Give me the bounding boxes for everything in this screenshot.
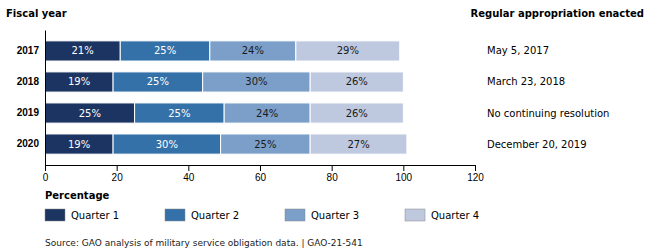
legend-label: Quarter 2 [191, 210, 239, 221]
chart: 21% 19% 25% 19% 25% 25% 25% 30% 24% 30% 24% 25% 29% 2… [0, 0, 650, 252]
legend-swatch [45, 209, 65, 221]
y-axis-line [45, 31, 46, 166]
bar [224, 103, 310, 123]
legend-swatch [285, 209, 305, 221]
data-label: 21% [72, 45, 94, 56]
y-tick: 2019 [17, 107, 45, 118]
bar [45, 103, 135, 123]
data-label: 25% [254, 139, 276, 150]
data-label: 25% [154, 45, 176, 56]
bar [203, 72, 311, 92]
x-axis: 0 20 40 60 80 100 120 [43, 165, 485, 183]
y-tick-label: 2018 [17, 76, 40, 87]
y-tick: 2020 [17, 138, 45, 149]
annotation: March 23, 2018 [487, 76, 565, 87]
bar [310, 134, 407, 154]
bar [45, 72, 113, 92]
y-tick: 2018 [17, 76, 45, 87]
data-label: 25% [79, 108, 101, 119]
bar [210, 41, 296, 61]
x-tick-label: 80 [327, 172, 339, 183]
x-tick-label: 60 [255, 172, 267, 183]
x-tick: 20 [112, 165, 124, 183]
y-axis: 2017 2018 2019 2020 [17, 31, 46, 166]
x-tick-mark [45, 165, 46, 171]
data-labels: 21% 19% 25% 19% 25% 25% 25% 30% 24% 30% 24% 25% 29% 2… [68, 45, 370, 149]
bar [310, 72, 403, 92]
data-label: 25% [168, 108, 190, 119]
x-axis-title: Percentage [45, 190, 110, 201]
data-label: 19% [68, 76, 90, 87]
x-tick: 80 [327, 165, 339, 183]
bar [45, 134, 113, 154]
data-label: 30% [156, 139, 178, 150]
bar [310, 103, 403, 123]
legend-item: Quarter 3 [285, 209, 359, 221]
annotation-header: Regular appropriation enacted [471, 8, 644, 19]
bar [135, 103, 225, 123]
source: Source: GAO analysis of military service… [45, 238, 363, 248]
bar [45, 41, 120, 61]
x-tick-label: 0 [43, 172, 49, 183]
bar [113, 134, 221, 154]
legend-item: Quarter 2 [165, 209, 239, 221]
legend-label: Quarter 4 [431, 210, 479, 221]
x-tick: 100 [395, 165, 412, 183]
bar [296, 41, 400, 61]
x-tick-mark [475, 165, 476, 171]
annotation: December 20, 2019 [487, 139, 587, 150]
x-tick-mark [332, 165, 333, 171]
x-axis-line [46, 166, 476, 172]
legend-label: Quarter 1 [71, 210, 119, 221]
data-label: 29% [337, 45, 359, 56]
x-tick-mark [403, 165, 404, 171]
annotation: May 5, 2017 [487, 45, 549, 56]
x-tick-label: 40 [183, 172, 195, 183]
legend-swatch [165, 209, 185, 221]
legend-item: Quarter 1 [45, 209, 119, 221]
annotation: No continuing resolution [487, 108, 609, 119]
x-tick-mark [188, 165, 189, 171]
x-tick: 120 [467, 165, 484, 183]
data-label: 26% [346, 108, 368, 119]
data-label: 30% [245, 76, 267, 87]
y-axis-title: Fiscal year [6, 8, 67, 19]
x-tick: 60 [255, 165, 267, 183]
plot-area: 21% 19% 25% 19% 25% 25% 25% 30% 24% 30% 24% 25% 29% 2… [17, 31, 485, 184]
data-label: 25% [147, 76, 169, 87]
x-tick-label: 100 [395, 172, 412, 183]
bar [113, 72, 203, 92]
y-tick-label: 2017 [17, 45, 40, 56]
bars [45, 41, 407, 154]
legend-swatch [405, 209, 425, 221]
x-tick: 0 [43, 165, 49, 183]
data-label: 19% [68, 139, 90, 150]
bar [120, 41, 210, 61]
legend-item: Quarter 4 [405, 209, 479, 221]
legend: Quarter 1 Quarter 2 Quarter 3 Quarter 4 [45, 209, 479, 221]
x-tick: 40 [183, 165, 195, 183]
x-tick-label: 20 [112, 172, 124, 183]
y-tick-label: 2020 [17, 138, 40, 149]
bar [221, 134, 311, 154]
data-label: 26% [346, 76, 368, 87]
y-tick-label: 2019 [17, 107, 40, 118]
data-label: 24% [242, 45, 264, 56]
x-tick-mark [260, 165, 261, 171]
legend-label: Quarter 3 [311, 210, 359, 221]
y-tick: 2017 [17, 45, 45, 56]
data-label: 27% [347, 139, 369, 150]
x-tick-label: 120 [467, 172, 484, 183]
data-label: 24% [256, 108, 278, 119]
x-tick-mark [117, 165, 118, 171]
